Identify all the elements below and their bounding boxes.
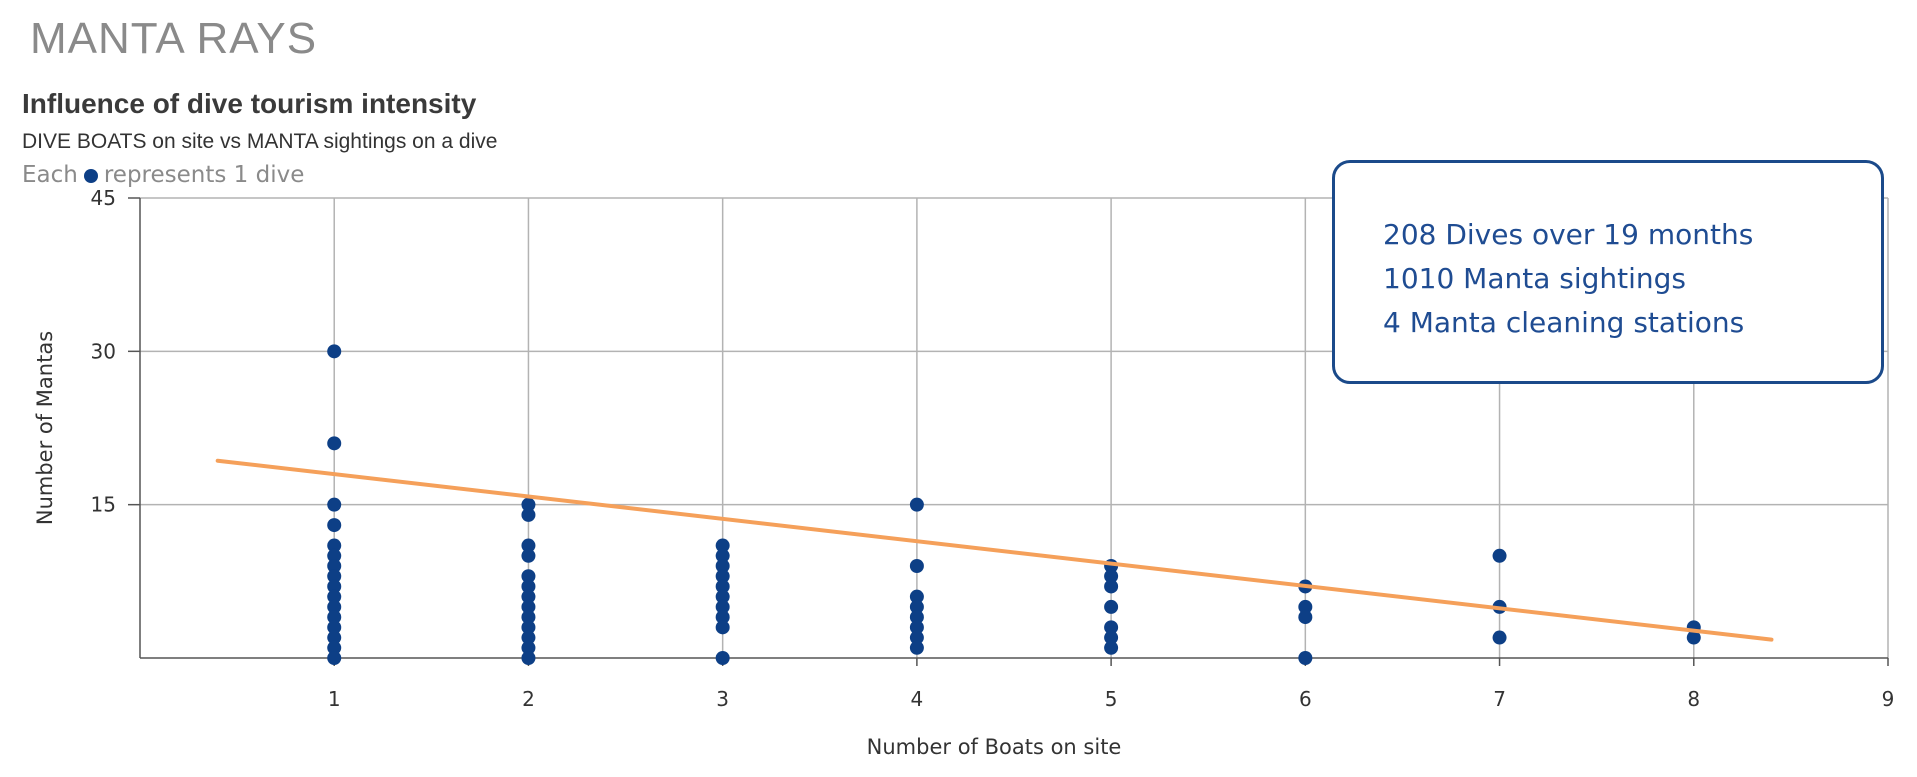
data-point — [327, 548, 342, 563]
data-point — [909, 640, 924, 655]
data-point — [715, 599, 730, 614]
data-point — [1104, 630, 1119, 645]
data-point — [909, 630, 924, 645]
data-point — [715, 579, 730, 594]
data-point — [327, 559, 342, 573]
data-point — [1298, 651, 1313, 665]
x-tick-label: 7 — [1493, 687, 1506, 711]
data-point — [909, 589, 924, 604]
data-point — [327, 344, 342, 359]
data-point — [327, 620, 342, 635]
legend-note: Each represents 1 dive — [22, 162, 304, 188]
x-axis-label: Number of Boats on site — [867, 735, 1122, 759]
data-point — [909, 497, 924, 512]
data-point — [1492, 630, 1507, 645]
data-point — [327, 538, 342, 553]
data-point — [1104, 569, 1119, 584]
data-point — [521, 630, 536, 645]
data-point — [1104, 640, 1119, 655]
x-tick-label: 6 — [1299, 687, 1312, 711]
data-point — [327, 569, 342, 584]
page-title: MANTA RAYS — [30, 14, 318, 63]
data-point — [909, 599, 924, 614]
data-point — [909, 610, 924, 625]
chart-subtitle: DIVE BOATS on site vs MANTA sightings on… — [22, 130, 498, 153]
x-tick-label: 9 — [1882, 687, 1895, 711]
x-tick-label: 2 — [522, 687, 535, 711]
data-point — [909, 620, 924, 635]
data-point — [715, 538, 730, 553]
data-point — [715, 559, 730, 573]
data-point — [1104, 599, 1119, 614]
data-point — [327, 640, 342, 655]
info-line-sightings: 1010 Manta sightings — [1383, 262, 1687, 295]
data-point — [521, 579, 536, 594]
data-point — [715, 548, 730, 563]
data-point — [715, 620, 730, 635]
data-point — [715, 589, 730, 604]
data-point — [521, 599, 536, 614]
data-point — [327, 610, 342, 625]
data-point — [327, 630, 342, 645]
x-tick-label: 3 — [716, 687, 729, 711]
data-point — [521, 651, 536, 665]
y-tick-label: 45 — [91, 186, 116, 210]
data-point — [521, 548, 536, 563]
data-point — [1104, 620, 1119, 635]
data-point — [521, 507, 536, 522]
data-point — [327, 436, 342, 451]
data-point — [521, 610, 536, 625]
x-tick-label: 5 — [1105, 687, 1118, 711]
trend-line — [215, 458, 1774, 642]
data-point — [521, 589, 536, 604]
data-point — [715, 569, 730, 584]
data-point — [521, 497, 536, 512]
legend-suffix: represents 1 dive — [103, 162, 305, 188]
data-point — [327, 579, 342, 594]
dot-icon — [83, 169, 98, 183]
x-tick-label: 8 — [1687, 687, 1700, 711]
data-point — [1104, 579, 1119, 594]
info-box: 208 Dives over 19 months 1010 Manta sigh… — [1332, 160, 1884, 384]
chart-title: Influence of dive tourism intensity — [22, 88, 477, 119]
data-point — [521, 538, 536, 553]
info-line-stations: 4 Manta cleaning stations — [1383, 306, 1745, 339]
data-point — [1686, 630, 1701, 645]
data-point — [909, 559, 924, 573]
data-point — [1298, 610, 1313, 625]
data-point — [1492, 548, 1507, 563]
data-point — [1298, 599, 1313, 614]
y-tick-label: 15 — [91, 493, 116, 517]
data-point — [327, 497, 342, 512]
data-point — [521, 569, 536, 584]
data-point — [327, 589, 342, 604]
y-axis-label: Number of Mantas — [33, 331, 57, 525]
data-point — [327, 599, 342, 614]
data-point — [715, 651, 730, 665]
data-point — [327, 651, 342, 665]
y-tick-label: 30 — [91, 339, 116, 363]
x-tick-label: 4 — [911, 687, 924, 711]
x-tick-label: 1 — [328, 687, 341, 711]
info-line-dives: 208 Dives over 19 months — [1383, 218, 1754, 251]
data-point — [327, 518, 342, 533]
data-point — [715, 610, 730, 625]
data-point — [521, 640, 536, 655]
legend-prefix: Each — [22, 162, 78, 188]
data-point — [521, 620, 536, 635]
